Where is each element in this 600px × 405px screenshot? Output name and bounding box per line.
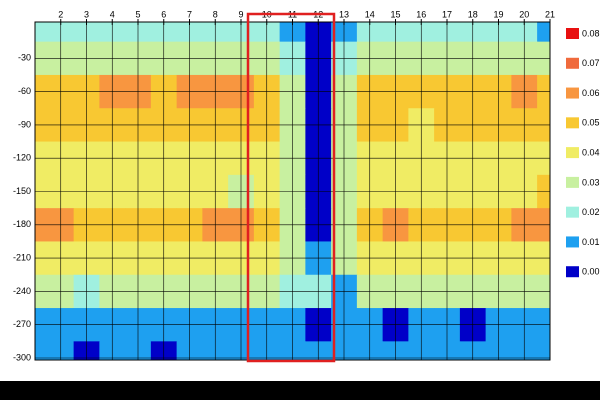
x-tick-label: 20 bbox=[519, 9, 529, 19]
cell bbox=[537, 22, 550, 43]
x-tick-label: 19 bbox=[493, 9, 503, 19]
colorbar-label: 0.04 bbox=[582, 147, 600, 157]
colorbar: 0.08 0.07 0.06 0.05 0.04 0.03 0.02 0.01 0.00 bbox=[566, 28, 600, 278]
x-tick-label: 14 bbox=[365, 9, 375, 19]
colorbar-label: 0.06 bbox=[582, 88, 600, 98]
cell bbox=[35, 341, 49, 360]
colorbar-swatch bbox=[566, 117, 579, 129]
y-tick-label: -300 bbox=[13, 352, 31, 362]
bottom-bar bbox=[0, 381, 600, 400]
colorbar-label: 0.01 bbox=[582, 237, 600, 247]
y-tick-label: -150 bbox=[13, 186, 31, 196]
y-tick-label: -180 bbox=[13, 219, 31, 229]
y-tick-label: -270 bbox=[13, 319, 31, 329]
highlight-box bbox=[246, 12, 336, 363]
cell bbox=[537, 341, 550, 360]
x-tick-label: 16 bbox=[416, 9, 426, 19]
y-tick-label: -210 bbox=[13, 252, 31, 262]
colorbar-swatch bbox=[566, 236, 579, 248]
x-tick-label: 17 bbox=[442, 9, 452, 19]
x-tick-label: 3 bbox=[84, 9, 89, 19]
x-tick-label: 21 bbox=[545, 9, 555, 19]
colorbar-label: 0.03 bbox=[582, 177, 600, 187]
x-tick-label: 13 bbox=[339, 9, 349, 19]
colorbar-swatch bbox=[566, 28, 579, 39]
x-tick-label: 2 bbox=[58, 9, 63, 19]
y-tick-label: -30 bbox=[18, 53, 31, 63]
y-tick-label: -60 bbox=[18, 86, 31, 96]
colorbar-swatch bbox=[566, 206, 579, 218]
x-tick-label: 6 bbox=[161, 9, 166, 19]
cell bbox=[35, 22, 49, 43]
x-tick-label: 9 bbox=[238, 9, 243, 19]
x-tick-label: 7 bbox=[187, 9, 192, 19]
y-tick-label: -120 bbox=[13, 153, 31, 163]
y-tick-label: -240 bbox=[13, 286, 31, 296]
colorbar-label: 0.07 bbox=[582, 58, 600, 68]
colorbar-swatch bbox=[566, 147, 579, 159]
colorbar-swatch bbox=[566, 266, 579, 278]
colorbar-label: 0.08 bbox=[582, 28, 600, 38]
colorbar-swatch bbox=[566, 176, 579, 188]
colorbar-swatch bbox=[566, 87, 579, 99]
x-tick-label: 8 bbox=[213, 9, 218, 19]
colorbar-label: 0.02 bbox=[582, 207, 600, 217]
colorbar-swatch bbox=[566, 57, 579, 69]
colorbar-label: 0.00 bbox=[582, 267, 600, 277]
colorbar-label: 0.05 bbox=[582, 118, 600, 128]
x-tick-label: 18 bbox=[468, 9, 478, 19]
y-tick-label: -90 bbox=[18, 119, 31, 129]
x-tick-label: 4 bbox=[110, 9, 115, 19]
x-tick-label: 5 bbox=[135, 9, 140, 19]
x-tick-label: 15 bbox=[390, 9, 400, 19]
